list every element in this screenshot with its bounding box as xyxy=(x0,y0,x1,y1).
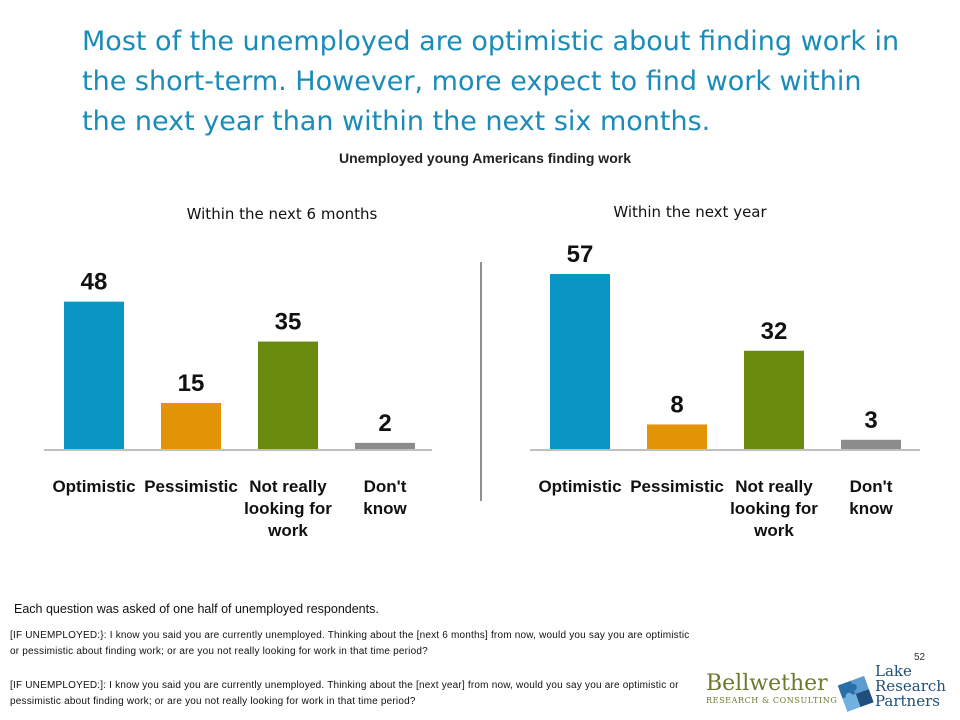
data-label-next-year-0: 57 xyxy=(567,241,594,268)
lrp-logo-line-1: Lake xyxy=(875,662,912,680)
data-label-6-months-3: 2 xyxy=(378,410,391,437)
lrp-logo-line-2: Research xyxy=(875,677,946,695)
bar-next-year-0 xyxy=(550,274,610,449)
category-label-next-year-3: Don't know xyxy=(849,477,893,518)
bar-6-months-1 xyxy=(161,402,221,449)
panel-title-next-year: Within the next year xyxy=(613,203,767,221)
chart-title: Unemployed young Americans finding work xyxy=(339,150,631,166)
question-text-next-year: [IF UNEMPLOYED:]: I know you said you ar… xyxy=(10,680,679,707)
category-label-next-year-0: Optimistic xyxy=(538,477,621,496)
data-label-6-months-0: 48 xyxy=(81,269,108,296)
lrp-logo-text: Lake Research Partners xyxy=(875,664,946,709)
footer-note: Each question was asked of one half of u… xyxy=(14,602,379,616)
page-number: 52 xyxy=(914,652,926,663)
bar-next-year-3 xyxy=(841,439,901,449)
bar-6-months-2 xyxy=(258,341,318,449)
category-label-next-year-1: Pessimistic xyxy=(630,477,724,496)
data-label-next-year-2: 32 xyxy=(761,318,788,345)
bellwether-logo-subtitle: RESEARCH & CONSULTING xyxy=(706,696,838,705)
data-label-next-year-1: 8 xyxy=(670,391,683,418)
data-label-6-months-2: 35 xyxy=(275,309,302,336)
category-label-6-months-2: Not really looking for work xyxy=(244,477,332,540)
bellwether-logo-name: Bellwether xyxy=(706,671,828,696)
bar-6-months-0 xyxy=(64,301,124,449)
slide-headline: Most of the unemployed are optimistic ab… xyxy=(82,26,900,137)
lrp-logo-line-3: Partners xyxy=(875,692,940,710)
bar-next-year-1 xyxy=(647,424,707,449)
panel-title-6-months: Within the next 6 months xyxy=(186,205,378,223)
data-label-next-year-3: 3 xyxy=(864,407,877,434)
category-label-next-year-2: Not really looking for work xyxy=(730,477,818,540)
bar-chart-canvas: 48 Optimistic 15 Pessimistic 35 Not really loo… xyxy=(44,241,920,540)
bar-6-months-3 xyxy=(355,442,415,449)
category-label-6-months-1: Pessimistic xyxy=(144,477,238,496)
category-label-6-months-3: Don't know xyxy=(363,477,407,518)
bellwether-logo: Bellwether RESEARCH & CONSULTING xyxy=(706,671,838,706)
data-label-6-months-1: 15 xyxy=(178,370,205,397)
bar-next-year-2 xyxy=(744,350,804,449)
question-text-6-months: [IF UNEMPLOYED:}: I know you said you ar… xyxy=(10,630,690,657)
lake-research-partners-logo: Lake Research Partners xyxy=(835,660,955,718)
puzzle-piece-icon xyxy=(837,675,874,712)
category-label-6-months-0: Optimistic xyxy=(52,477,135,496)
